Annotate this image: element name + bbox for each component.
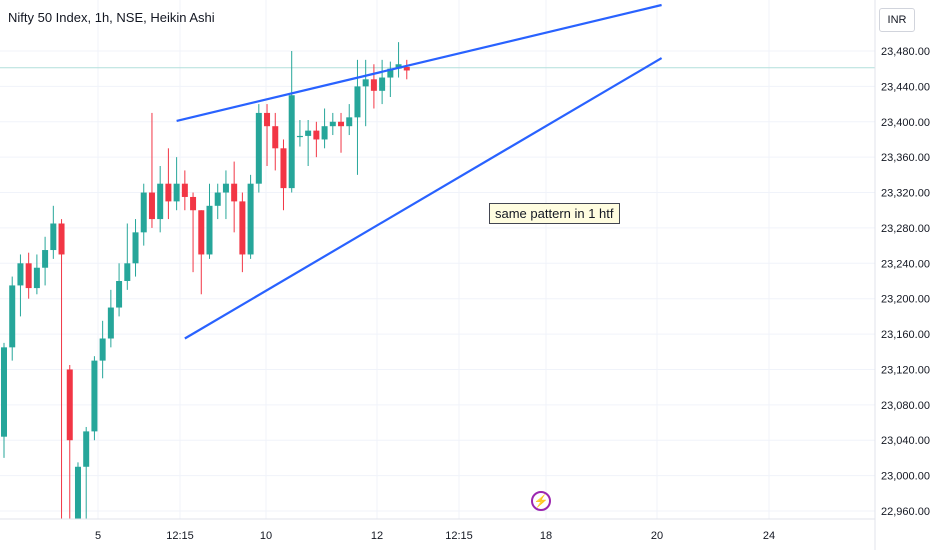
candle-series xyxy=(1,42,410,519)
candle-up xyxy=(50,223,57,251)
y-tick-label: 23,000.00 xyxy=(881,471,930,483)
candle-up xyxy=(33,267,40,289)
x-tick-label: 12:15 xyxy=(445,530,473,542)
y-tick-label: 23,360.00 xyxy=(881,152,930,164)
x-tick-label: 24 xyxy=(763,530,775,542)
candle-down xyxy=(58,223,65,255)
candle-up xyxy=(214,192,221,206)
candle-down xyxy=(264,112,271,127)
candle-up xyxy=(247,183,254,255)
candle-up xyxy=(255,112,262,184)
candle-up xyxy=(288,95,295,189)
candle-down xyxy=(272,126,279,149)
y-tick-label: 23,040.00 xyxy=(881,435,930,447)
candle-up xyxy=(74,466,81,519)
y-tick-label: 23,160.00 xyxy=(881,329,930,341)
candle-up xyxy=(91,360,98,432)
y-tick-label: 22,960.00 xyxy=(881,506,930,518)
lightning-bolt-icon[interactable]: ⚡ xyxy=(531,491,551,511)
x-tick-label: 10 xyxy=(260,530,272,542)
candle-down xyxy=(280,148,287,189)
candle-down xyxy=(190,196,197,211)
candle-up xyxy=(346,117,353,127)
candle-down xyxy=(313,130,320,140)
candle-down xyxy=(165,183,172,202)
candle-down xyxy=(403,66,410,71)
y-tick-label: 23,320.00 xyxy=(881,188,930,200)
candle-up xyxy=(42,250,49,268)
candle-up xyxy=(173,183,180,202)
candle-down xyxy=(231,183,238,202)
candle-up xyxy=(206,205,213,255)
candle-up xyxy=(296,135,303,138)
x-tick-label: 5 xyxy=(95,530,101,542)
y-tick-label: 23,200.00 xyxy=(881,294,930,306)
candle-up xyxy=(99,338,106,361)
candle-up xyxy=(107,307,114,339)
candle-down xyxy=(148,192,155,220)
candle-up xyxy=(222,183,229,193)
y-tick-label: 23,480.00 xyxy=(881,46,930,58)
candle-up xyxy=(1,347,7,437)
x-tick-label: 12:15 xyxy=(166,530,194,542)
candle-up xyxy=(354,86,361,118)
candle-down xyxy=(66,369,73,441)
candle-up xyxy=(395,64,402,69)
candle-up xyxy=(387,68,394,78)
candle-up xyxy=(321,126,328,140)
candle-up xyxy=(362,79,369,87)
candle-down xyxy=(181,183,188,197)
candle-up xyxy=(157,183,164,220)
candle-up xyxy=(83,431,90,467)
y-tick-label: 23,400.00 xyxy=(881,117,930,129)
candle-up xyxy=(116,281,123,308)
x-tick-label: 12 xyxy=(371,530,383,542)
candle-up xyxy=(9,285,16,348)
trendlines xyxy=(176,3,663,340)
candle-down xyxy=(198,210,205,255)
candle-down xyxy=(25,263,32,289)
x-tick-label: 18 xyxy=(540,530,552,542)
candle-down xyxy=(239,201,246,255)
candle-up xyxy=(132,232,139,264)
x-tick-label: 20 xyxy=(651,530,663,542)
y-tick-label: 23,240.00 xyxy=(881,258,930,270)
currency-button[interactable]: INR xyxy=(879,8,915,32)
candle-up xyxy=(124,263,131,281)
y-tick-label: 23,080.00 xyxy=(881,400,930,412)
candle-up xyxy=(140,192,147,233)
y-tick-label: 23,440.00 xyxy=(881,81,930,93)
candle-down xyxy=(338,121,345,127)
y-tick-label: 23,280.00 xyxy=(881,223,930,235)
upper-trendline xyxy=(176,3,662,122)
candle-up xyxy=(305,130,312,136)
candle-up xyxy=(329,121,336,127)
lower-trendline xyxy=(184,57,663,340)
chart-title: Nifty 50 Index, 1h, NSE, Heikin Ashi xyxy=(8,10,215,25)
candle-up xyxy=(379,77,386,91)
candle-up xyxy=(17,263,24,286)
y-tick-label: 23,120.00 xyxy=(881,364,930,376)
candle-down xyxy=(370,79,377,91)
annotation-note[interactable]: same pattern in 1 htf xyxy=(489,203,620,224)
grid xyxy=(0,0,875,519)
